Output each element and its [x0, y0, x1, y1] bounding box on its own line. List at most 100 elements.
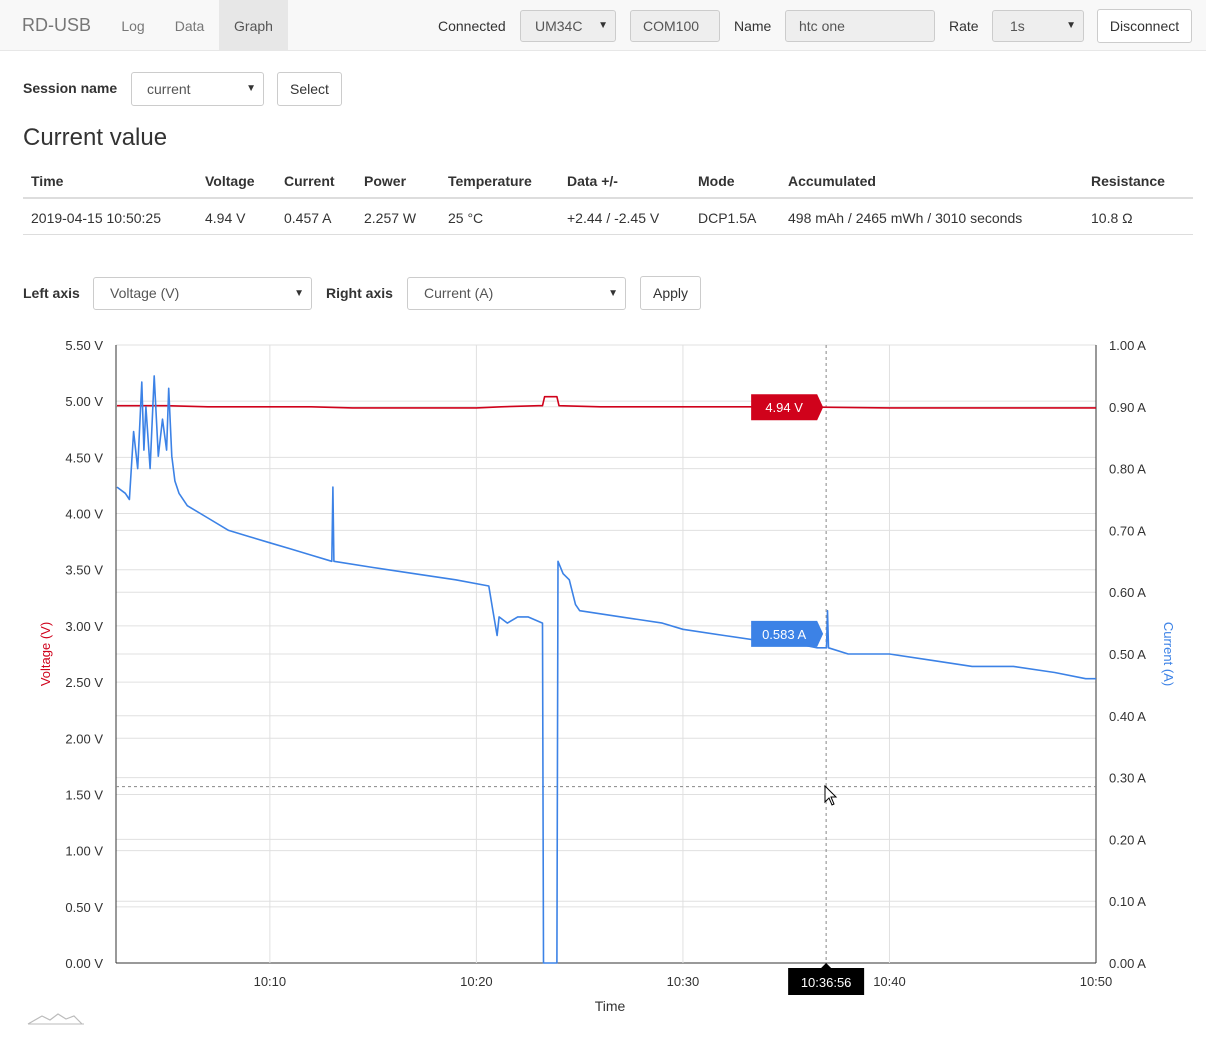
cell-resistance: 10.8 Ω: [1083, 198, 1193, 235]
left-tick-label: 4.50 V: [65, 450, 103, 465]
mountain-logo-icon: [27, 1013, 83, 1025]
col-resistance: Resistance: [1083, 164, 1193, 199]
table-header-row: Time Voltage Current Power Temperature D…: [23, 164, 1193, 199]
device-select[interactable]: UM34C ▼: [520, 10, 616, 42]
cell-data: +2.44 / -2.45 V: [559, 198, 690, 235]
col-power: Power: [356, 164, 440, 199]
rate-label: Rate: [949, 18, 979, 34]
left-axis-label: Left axis: [23, 285, 80, 301]
x-tick-label: 10:30: [667, 974, 700, 989]
voltage-tooltip: 4.94 V: [765, 400, 803, 415]
current-series-line: [116, 375, 1096, 964]
disconnect-button[interactable]: Disconnect: [1097, 9, 1192, 43]
nav-data[interactable]: Data: [174, 18, 205, 34]
col-temperature: Temperature: [440, 164, 559, 199]
brand-logo[interactable]: RD-USB: [22, 15, 92, 35]
right-tick-label: 0.60 A: [1109, 585, 1146, 600]
chart-series: [116, 375, 1096, 964]
x-tick-label: 10:40: [873, 974, 906, 989]
select-session-button[interactable]: Select: [277, 72, 342, 106]
current-value-table: Time Voltage Current Power Temperature D…: [23, 164, 1193, 235]
chevron-down-icon: ▼: [608, 288, 618, 299]
col-time: Time: [23, 164, 197, 199]
chevron-down-icon: ▼: [598, 20, 608, 31]
right-tick-label: 0.80 A: [1109, 462, 1146, 477]
table-row: 2019-04-15 10:50:25 4.94 V 0.457 A 2.257…: [23, 198, 1193, 235]
right-tick-label: 0.30 A: [1109, 771, 1146, 786]
left-axis-title: Voltage (V): [38, 622, 53, 686]
graph-chart[interactable]: 0.00 V 0.50 V 1.00 V 1.50 V 2.00 V 2.50 V 3.00…: [0, 320, 1206, 1040]
time-tooltip: 10:36:56: [801, 975, 852, 990]
time-tooltip-pointer: [821, 963, 832, 968]
col-mode: Mode: [690, 164, 780, 199]
navbar: RD-USB Log Data Graph Connected UM34C ▼ …: [0, 0, 1206, 51]
col-data: Data +/-: [559, 164, 690, 199]
session-name-label: Session name: [23, 80, 118, 96]
nav-graph[interactable]: Graph: [219, 0, 288, 50]
right-axis-value: Current (A): [424, 285, 494, 301]
cell-voltage: 4.94 V: [197, 198, 276, 235]
left-axis-select[interactable]: Voltage (V) ▼: [93, 277, 312, 310]
left-tick-label: 5.00 V: [65, 394, 103, 409]
col-voltage: Voltage: [197, 164, 276, 199]
cell-power: 2.257 W: [356, 198, 440, 235]
left-tick-label: 0.50 V: [65, 900, 103, 915]
left-tick-label: 1.50 V: [65, 787, 103, 802]
name-input[interactable]: htc one: [785, 10, 935, 42]
voltage-tooltip-bg: [751, 394, 824, 421]
left-tick-label: 5.50 V: [65, 338, 103, 353]
right-tick-label: 0.50 A: [1109, 647, 1146, 662]
right-tick-label: 0.20 A: [1109, 832, 1146, 847]
right-axis-label: Right axis: [326, 285, 393, 301]
x-tick-label: 10:50: [1080, 974, 1113, 989]
session-select[interactable]: current ▼: [131, 72, 264, 106]
x-tick-label: 10:10: [254, 974, 287, 989]
cell-accumulated: 498 mAh / 2465 mWh / 3010 seconds: [780, 198, 1083, 235]
left-tick-label: 4.00 V: [65, 507, 103, 522]
port-input-value: COM100: [643, 18, 700, 34]
left-axis-ticks: 0.00 V 0.50 V 1.00 V 1.50 V 2.00 V 2.50 V 3.00…: [65, 338, 103, 971]
left-tick-label: 2.50 V: [65, 675, 103, 690]
cell-temperature: 25 °C: [440, 198, 559, 235]
chart-tooltips: 4.94 V 0.583 A 10:36:56: [751, 394, 865, 995]
name-label: Name: [734, 18, 772, 34]
rate-select[interactable]: 1s ▼: [992, 10, 1084, 42]
left-tick-label: 3.50 V: [65, 563, 103, 578]
x-tick-label: 10:20: [460, 974, 493, 989]
current-tooltip-bg: [751, 620, 824, 647]
left-tick-label: 1.00 V: [65, 844, 103, 859]
rate-select-value: 1s: [1010, 18, 1025, 34]
right-tick-label: 0.40 A: [1109, 709, 1146, 724]
current-value-title: Current value: [23, 124, 168, 151]
connected-label: Connected: [438, 18, 506, 34]
port-input[interactable]: COM100: [630, 10, 720, 42]
apply-button[interactable]: Apply: [640, 276, 701, 310]
col-accumulated: Accumulated: [780, 164, 1083, 199]
left-tick-label: 2.00 V: [65, 731, 103, 746]
device-select-value: UM34C: [535, 18, 583, 34]
right-tick-label: 1.00 A: [1109, 338, 1146, 353]
x-axis-title: Time: [595, 998, 626, 1014]
left-axis-value: Voltage (V): [110, 285, 180, 301]
chevron-down-icon: ▼: [294, 288, 304, 299]
right-tick-label: 0.90 A: [1109, 400, 1146, 415]
chevron-down-icon: ▼: [246, 83, 256, 94]
time-tooltip-bg: [788, 968, 865, 995]
current-tooltip: 0.583 A: [762, 627, 806, 642]
mouse-pointer-icon: [824, 784, 838, 806]
name-input-value: htc one: [799, 18, 845, 34]
col-current: Current: [276, 164, 356, 199]
left-tick-label: 0.00 V: [65, 956, 103, 971]
session-select-value: current: [147, 81, 191, 97]
right-axis-ticks: 0.00 A 0.10 A 0.20 A 0.30 A 0.40 A 0.50 A 0.60…: [1109, 338, 1146, 971]
chart-grid: [115, 344, 1097, 964]
cell-mode: DCP1.5A: [690, 198, 780, 235]
x-axis-ticks: 10:10 10:20 10:30 10:40 10:50: [254, 974, 1113, 989]
left-tick-label: 3.00 V: [65, 619, 103, 634]
chevron-down-icon: ▼: [1066, 20, 1076, 31]
nav-log[interactable]: Log: [121, 18, 145, 34]
cell-time: 2019-04-15 10:50:25: [23, 198, 197, 235]
right-tick-label: 0.70 A: [1109, 523, 1146, 538]
right-axis-select[interactable]: Current (A) ▼: [407, 277, 626, 310]
right-tick-label: 0.00 A: [1109, 956, 1146, 971]
